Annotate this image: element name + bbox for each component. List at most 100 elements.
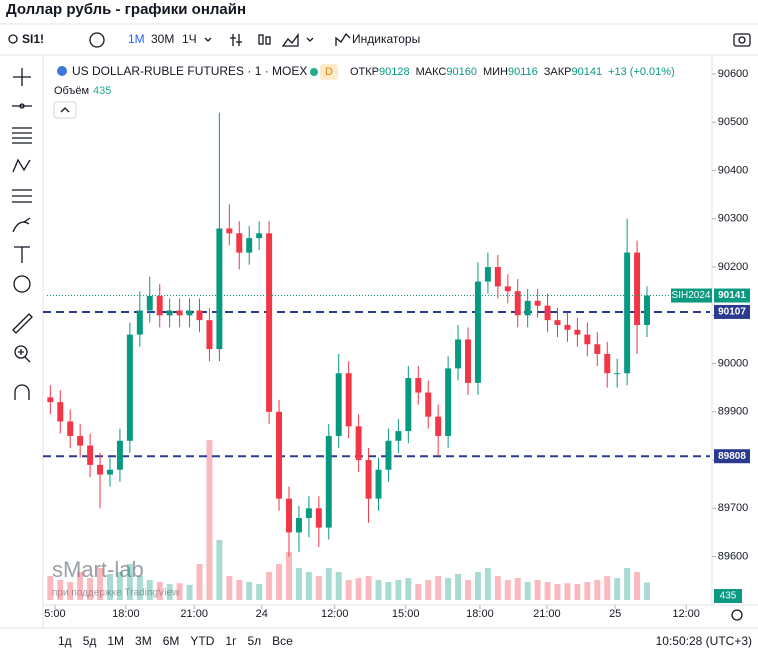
volume-bar <box>315 576 322 600</box>
brush-tool[interactable] <box>12 217 31 233</box>
dropdown[interactable] <box>204 37 212 42</box>
candle-body <box>315 508 322 528</box>
volume-bar <box>614 578 621 600</box>
ruler-tool[interactable] <box>12 313 33 334</box>
candle-body <box>166 310 173 316</box>
volume-bar <box>554 584 561 600</box>
volume-bar <box>365 576 372 600</box>
volume-bar <box>156 582 163 600</box>
dropdown[interactable] <box>306 37 314 42</box>
volume-bar <box>276 564 283 600</box>
crosshair-tool[interactable] <box>13 68 31 86</box>
price-tag: 90141 <box>718 290 746 301</box>
x-tick-label: 18:00 <box>466 608 494 620</box>
volume-value: 435 <box>93 85 111 97</box>
period-button[interactable]: 1д <box>58 634 72 648</box>
y-tick-label: 89900 <box>718 406 749 418</box>
bars-icon[interactable] <box>230 34 242 46</box>
volume-bar <box>77 572 84 600</box>
volume-bar <box>465 580 471 600</box>
candle-body <box>67 421 74 436</box>
text-tool[interactable] <box>14 246 30 263</box>
candle-body <box>574 329 581 335</box>
x-tick-label: 18:00 <box>112 608 140 620</box>
volume-bar <box>474 572 481 600</box>
volume-bar <box>484 568 491 600</box>
volume-bar <box>286 552 292 600</box>
candle-body <box>474 281 481 383</box>
ohlc-label: МАКС <box>416 66 447 78</box>
candle-body <box>116 440 123 470</box>
period-button[interactable]: 5д <box>83 634 97 648</box>
interval[interactable]: 1М <box>128 32 145 46</box>
volume-bar <box>494 576 501 600</box>
watermark: sMart-lab <box>52 557 144 582</box>
volume-bar <box>216 540 223 600</box>
ohlc-value: 90116 <box>508 66 538 78</box>
pattern-tool[interactable] <box>12 158 31 173</box>
volume-bar <box>604 576 611 600</box>
x-tick-label: 15:00 <box>392 608 420 620</box>
volume-bar <box>345 580 352 600</box>
candle-body <box>186 310 193 316</box>
price-tag-bg <box>714 288 750 303</box>
area-icon[interactable] <box>281 33 299 47</box>
period-button[interactable]: Все <box>272 634 293 648</box>
volume-bar <box>47 576 54 600</box>
interval[interactable]: 1Ч <box>182 32 197 46</box>
x-tick-label: 5:00 <box>44 608 65 620</box>
candle-body <box>126 334 133 441</box>
volume-bar <box>564 583 571 600</box>
x-tick-label: 24 <box>256 608 268 620</box>
change: +13 (+0.01%) <box>608 66 675 78</box>
badge-bg <box>320 64 338 80</box>
symbol[interactable]: SI1! <box>22 32 44 46</box>
line-tag-bg <box>714 304 750 319</box>
period-button[interactable]: 1г <box>225 634 237 648</box>
collapse-button[interactable] <box>53 101 77 119</box>
period-button[interactable]: 5л <box>247 634 261 648</box>
magnet-tool[interactable] <box>14 384 30 400</box>
volume-bar <box>594 580 601 600</box>
volume-bar <box>295 568 302 600</box>
period-button[interactable]: 6М <box>163 634 180 648</box>
indicators[interactable]: Индикаторы <box>352 32 420 46</box>
candle-body <box>156 296 163 316</box>
volume-bar <box>176 583 183 600</box>
snapshot[interactable] <box>733 33 751 47</box>
volume-bar <box>67 582 74 600</box>
fib-tool[interactable] <box>12 127 32 144</box>
period-button[interactable]: YTD <box>190 634 214 648</box>
period-button[interactable]: 1М <box>107 634 124 648</box>
volume-bar <box>624 568 631 600</box>
candle-body <box>266 233 273 412</box>
ohlc-legend: ОТКР 90128 МАКС 90160 МИН 90116 ЗАКР 90141 +13 (… <box>350 66 675 78</box>
volume-bar <box>186 584 193 600</box>
candle-body <box>494 267 501 287</box>
emoji-tool[interactable] <box>13 275 31 293</box>
ohlc-value: 90128 <box>379 66 410 78</box>
x-tick-label: 12:00 <box>321 608 349 620</box>
volume-bar <box>415 584 422 600</box>
volume-bar <box>445 578 452 600</box>
add-symbol[interactable] <box>89 32 105 48</box>
candle-body <box>146 296 153 311</box>
badge: D <box>325 66 333 78</box>
period-button[interactable]: 3М <box>135 634 152 648</box>
interval[interactable]: 30М <box>151 32 174 46</box>
ohlc-label: МИН <box>483 66 508 78</box>
candle-body <box>107 469 113 475</box>
candle-body <box>97 464 104 475</box>
candle-body <box>624 252 631 374</box>
settings[interactable] <box>731 609 743 621</box>
indicators-icon[interactable] <box>335 32 351 46</box>
volume-bar <box>226 576 233 600</box>
forecast-tool[interactable] <box>12 189 32 203</box>
candle-body <box>435 416 442 436</box>
zoom-tool[interactable] <box>14 345 28 359</box>
candle-body <box>216 228 223 350</box>
candle-body <box>534 300 541 306</box>
candles-icon[interactable] <box>258 34 264 45</box>
volume-bar <box>644 582 650 600</box>
